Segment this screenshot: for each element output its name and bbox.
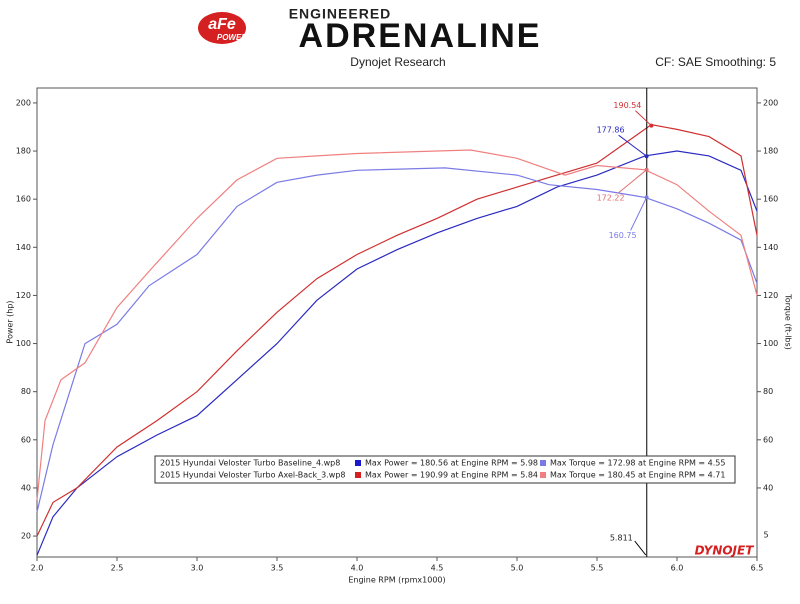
correction: CF: SAE Smoothing: 5 [655, 55, 776, 69]
cursor-leader [634, 540, 647, 556]
legend-swatch [355, 472, 361, 478]
x-tick-label: 3.0 [191, 564, 204, 573]
y-tick-label: 200 [16, 98, 31, 107]
x-tick-label: 5.5 [591, 564, 604, 573]
x-tick-label: 4.0 [351, 564, 364, 573]
y-tick-label: 100 [16, 339, 31, 348]
y-tick-label: 80 [21, 387, 31, 396]
legend-name: 2015 Hyundai Veloster Turbo Axel-Back_3.… [160, 471, 346, 480]
legend-swatch [540, 472, 546, 478]
x-tick-label: 6.0 [671, 564, 684, 573]
x-tick-label: 5.0 [511, 564, 524, 573]
y2-tick-label: 100 [763, 339, 778, 348]
logo-sub: POWER [217, 33, 247, 42]
y2-tick-label: 60 [763, 435, 773, 444]
annotation-point [649, 123, 654, 128]
legend-stat: Max Torque = 180.45 at Engine RPM = 4.71 [550, 471, 725, 480]
y-tick-label: 160 [16, 195, 31, 204]
line [36, 167, 758, 513]
x-tick-label: 2.0 [31, 564, 44, 573]
annotation-leader [618, 169, 647, 194]
y-tick-label: 40 [21, 483, 31, 492]
y2-tick-label: 5 [763, 531, 768, 540]
y-tick-label: 20 [21, 532, 31, 541]
x-axis-title: Engine RPM (rpmx1000) [348, 576, 445, 585]
y2-tick-label: 200 [763, 98, 778, 107]
legend-stat: Max Power = 190.99 at Engine RPM = 5.84 [365, 471, 538, 480]
plot-frame [36, 87, 758, 558]
y2-tick-label: 40 [763, 483, 773, 492]
legend-name: 2015 Hyundai Veloster Turbo Baseline_4.w… [160, 459, 340, 468]
cursor-label: 5.811 [610, 534, 633, 543]
logo: aFe [208, 16, 236, 33]
legend-swatch [355, 460, 361, 466]
legend-stat: Max Torque = 172.98 at Engine RPM = 4.55 [550, 459, 725, 468]
line [36, 123, 758, 537]
y2-tick-label: 120 [763, 291, 778, 300]
line [36, 150, 758, 556]
logo-badge [198, 12, 246, 44]
line [36, 149, 758, 501]
source: Dynojet Research [350, 55, 445, 69]
y2-tick-label: 140 [763, 243, 778, 252]
y2-tick-label: 160 [763, 195, 778, 204]
annotation-leader [630, 197, 648, 231]
y2-axis-title: Torque (ft-lbs) [784, 293, 793, 350]
annotation: 177.86 [597, 126, 625, 135]
tagline: ENGINEERED [289, 6, 392, 22]
annotation: 160.75 [609, 231, 637, 240]
annotation: 190.54 [613, 101, 641, 110]
legend-box [154, 455, 736, 484]
y-axis-title: Power (hp) [6, 300, 15, 343]
x-tick-label: 6.5 [751, 564, 764, 573]
annotation-leader [618, 134, 647, 157]
y2-tick-label: 180 [763, 147, 778, 156]
x-tick-label: 3.5 [271, 564, 284, 573]
y-tick-label: 120 [16, 291, 31, 300]
annotation-point [644, 154, 649, 159]
annotation-point [644, 195, 649, 200]
annotation-leader [635, 110, 652, 127]
x-tick-label: 2.5 [111, 564, 124, 573]
y-tick-label: 180 [16, 147, 31, 156]
y-tick-label: 140 [16, 243, 31, 252]
legend-swatch [540, 460, 546, 466]
annotation-point [644, 167, 649, 172]
x-tick-label: 4.5 [431, 564, 444, 573]
annotation: 172.22 [597, 193, 625, 202]
y2-tick-label: 80 [763, 387, 773, 396]
legend-stat: Max Power = 180.56 at Engine RPM = 5.98 [365, 459, 538, 468]
y-tick-label: 60 [21, 435, 31, 444]
header-title: ADRENALINE [299, 17, 542, 55]
brand: DYNOJET [695, 544, 755, 558]
